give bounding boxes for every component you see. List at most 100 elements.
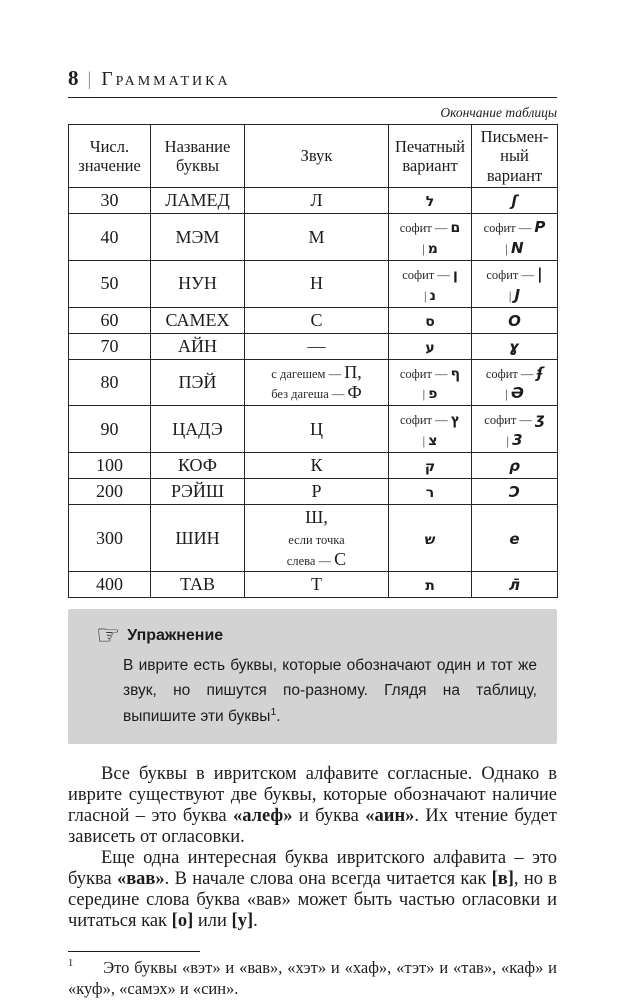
header-separator: |	[87, 69, 92, 90]
cell-sound: с дагешем — П, без дагеша — Ф	[244, 358, 389, 407]
table-row: 30 ЛАМЕД Л ל ʃ	[68, 187, 558, 215]
text-segment: софит —	[399, 413, 451, 428]
cell-print-variant: софит — ן | נ	[388, 260, 472, 308]
cell-sound: Л	[244, 187, 389, 215]
cell-line: Ц	[247, 419, 386, 440]
cell-line: 50	[71, 273, 148, 294]
text-segment: ЛАМЕД	[165, 190, 230, 211]
text-segment: ШИН	[175, 527, 220, 548]
cell-line: ɣ	[474, 336, 555, 357]
cell-written-variant: ɣ	[471, 332, 558, 360]
cell-written-variant: O	[471, 306, 558, 334]
text-segment: |	[505, 387, 511, 402]
cell-line: ШИН	[153, 528, 242, 549]
cell-line: | 3	[474, 429, 555, 450]
text-segment: ן	[453, 267, 458, 284]
cell-line: ע	[391, 336, 469, 357]
cell-line: Т	[247, 574, 386, 595]
cell-written-variant: софит — ʄ | Ə	[471, 358, 558, 407]
exercise-text: В иврите есть буквы, которые обозначают …	[123, 653, 537, 728]
cell-line: ש	[391, 528, 469, 549]
cell-print-variant: ע	[388, 332, 472, 360]
cell-sound: Т	[244, 571, 389, 599]
text-segment: . Их чтение будет зависеть от огласовки.	[68, 805, 557, 847]
cell-line: РЭЙШ	[153, 481, 242, 502]
text-segment: М	[308, 226, 325, 247]
cell-print-variant: ת	[388, 571, 472, 599]
text-segment: К	[310, 455, 323, 476]
text-segment: ת	[425, 578, 435, 595]
cell-letter-name: ПЭЙ	[150, 358, 245, 407]
cell-line: софит — ʒ	[474, 408, 555, 429]
cell-sound: —	[244, 332, 389, 360]
cell-print-variant: софит — ץ | צ	[388, 405, 472, 454]
text-segment: 300	[96, 527, 123, 548]
text-segment: ש	[424, 531, 436, 548]
cell-line: 70	[71, 336, 148, 357]
cell-letter-name: МЭМ	[150, 213, 245, 262]
cell-line: 40	[71, 227, 148, 248]
table-row: 100 КОФ К ק ρ	[68, 452, 558, 479]
cell-line: софит — ץ	[391, 408, 469, 429]
text-segment: 60	[100, 309, 119, 330]
cell-line: софит — |	[474, 263, 555, 284]
text-segment: если точка	[288, 532, 345, 547]
text-segment: софит —	[399, 221, 451, 236]
cell-line: | Ə	[474, 382, 555, 403]
cell-line: | N	[474, 237, 555, 258]
text-segment: «алеф»	[232, 805, 293, 826]
cell-written-variant: ρ	[471, 452, 558, 479]
cell-line: e	[474, 528, 555, 549]
text-segment: ʒ	[535, 410, 545, 429]
cell-line: ТАВ	[153, 574, 242, 595]
text-segment: |	[422, 434, 429, 449]
footnote-text: 1 Это буквы «вэт» и «вав», «хэт» и «хаф»,…	[68, 957, 557, 999]
cell-letter-name: ШИН	[150, 503, 245, 573]
cell-line: Р	[247, 481, 386, 502]
text-segment: ɣ	[508, 337, 521, 356]
text-segment: Ц	[310, 418, 323, 439]
text-segment: П,	[344, 361, 362, 382]
cell-written-variant: ʃ	[471, 187, 558, 215]
cell-line: | פ	[391, 382, 469, 403]
text-segment: |	[506, 434, 513, 449]
cell-line: Ɔ	[474, 481, 555, 502]
cell-print-variant: ר	[388, 477, 472, 505]
cell-line: O	[474, 310, 555, 331]
cell-line: | מ	[391, 237, 469, 258]
cell-print-variant: ל	[388, 187, 472, 215]
footnote-section: 1 Это буквы «вэт» и «вав», «хэт» и «хаф»,…	[68, 950, 557, 999]
text-segment: ПЭЙ	[178, 371, 217, 392]
cell-line: 30	[71, 190, 148, 211]
text-segment: —	[307, 335, 326, 356]
text-segment: |	[505, 242, 512, 257]
cell-line: л̄	[474, 574, 555, 595]
text-segment: САМЕХ	[165, 309, 230, 330]
cell-line: | צ	[391, 429, 469, 450]
cell-sound: Ш, если точка слева — С	[244, 503, 389, 573]
header-rule	[68, 97, 557, 98]
cell-line: слева — С	[247, 549, 386, 570]
text-segment: e	[509, 529, 520, 548]
exercise-box: ☞ Упражнение В иврите есть буквы, которы…	[68, 609, 557, 744]
text-segment: С	[334, 548, 347, 569]
text-segment: |	[424, 288, 430, 303]
cell-line: Ш,	[247, 507, 386, 528]
text-segment: P	[534, 218, 546, 237]
text-segment: 90	[100, 418, 119, 439]
cell-print-variant: софит — ף | פ	[388, 358, 472, 407]
text-segment: и буква	[292, 805, 366, 826]
text-segment: АЙН	[178, 335, 217, 356]
cell-numeric-value: 30	[68, 187, 151, 215]
text-segment: מ	[427, 241, 438, 258]
text-segment: КОФ	[178, 455, 217, 476]
cell-written-variant: Ɔ	[471, 477, 558, 505]
cell-letter-name: ТАВ	[150, 571, 245, 599]
table-continuation-note: Окончание таблицы	[440, 105, 557, 120]
column-header-numeric-value: Числ. значение	[68, 123, 151, 189]
table-row: 400 ТАВ Т ת л̄	[68, 571, 558, 599]
text-segment: ʃ	[511, 192, 518, 211]
text-segment: или	[193, 910, 232, 931]
cell-line: МЭМ	[153, 227, 242, 248]
